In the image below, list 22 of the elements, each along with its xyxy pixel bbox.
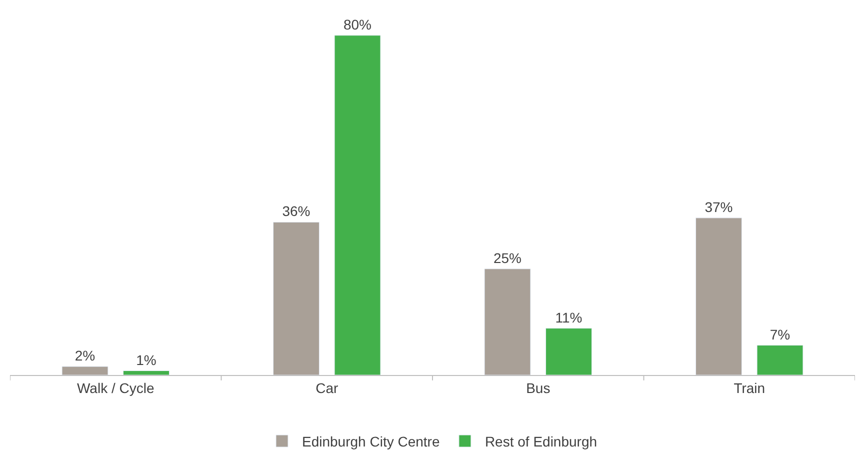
x-tick-label: Walk / Cycle <box>76 380 154 396</box>
x-tick-label: Train <box>734 380 766 396</box>
data-label: 36% <box>282 203 310 220</box>
bar <box>334 35 381 375</box>
bar <box>546 328 592 375</box>
data-label: 25% <box>493 250 522 266</box>
x-tick-label: Bus <box>526 380 550 396</box>
data-label: 7% <box>770 326 790 342</box>
data-label: 37% <box>704 198 733 215</box>
bar <box>696 218 742 375</box>
data-label: 11% <box>555 309 582 326</box>
bar <box>273 222 320 375</box>
data-label: 1% <box>136 352 156 368</box>
legend-label: Edinburgh City Centre <box>302 433 440 450</box>
data-label: 80% <box>343 16 372 32</box>
legend-label: Rest of Edinburgh <box>484 433 598 450</box>
bar <box>62 366 108 375</box>
bar <box>484 268 531 375</box>
data-label: 2% <box>74 348 96 364</box>
x-tick-label: Car <box>316 380 338 396</box>
bar <box>123 370 170 375</box>
bar <box>756 345 804 375</box>
